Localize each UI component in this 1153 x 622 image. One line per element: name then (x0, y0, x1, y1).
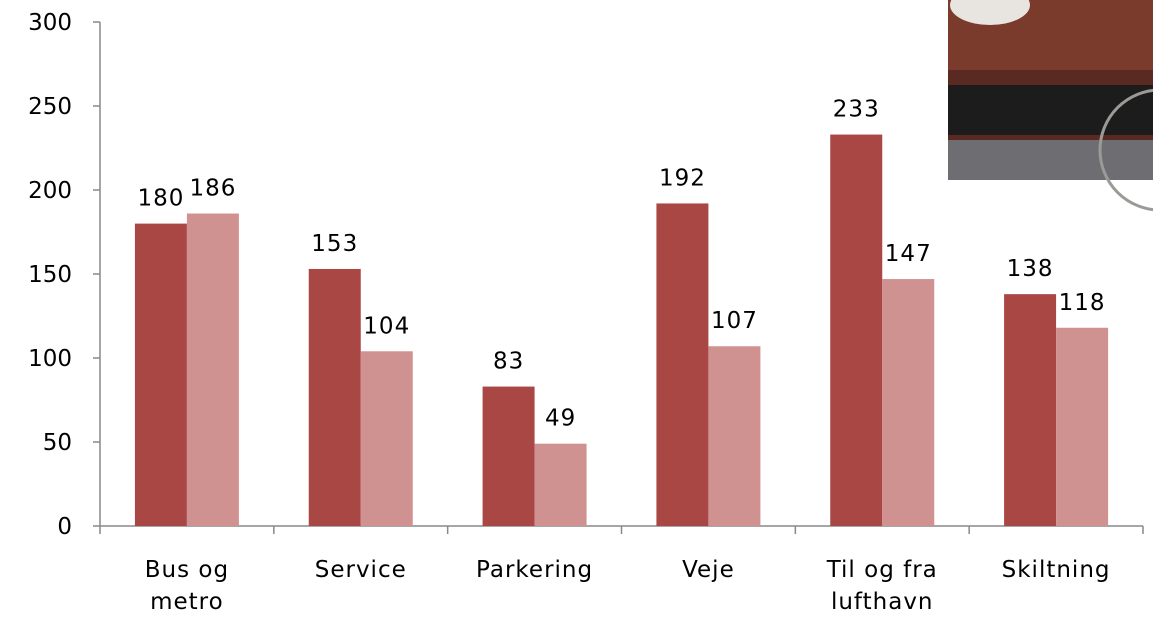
bar (1004, 294, 1056, 526)
data-label: 186 (189, 176, 236, 202)
y-tick-label: 300 (28, 10, 72, 36)
chart: 0 50 100 150 200 250 300 180186 153 104 83 49 192 107… (0, 0, 1153, 622)
bar (309, 269, 361, 526)
data-label: 192 (659, 165, 706, 191)
x-tick-label: Til og fra lufthavn (807, 554, 957, 618)
data-label: 107 (711, 308, 758, 334)
bar (1056, 328, 1108, 526)
y-tick-label: 150 (28, 262, 72, 288)
x-tick-label: Service (286, 554, 436, 586)
data-label: 153 (311, 231, 358, 257)
photo (948, 0, 1153, 210)
bar (483, 387, 535, 526)
bar (656, 203, 708, 526)
y-tick-label: 200 (28, 178, 72, 204)
bar (135, 224, 187, 526)
data-label: 49 (545, 406, 576, 432)
data-label: 180 (137, 186, 184, 212)
bar (882, 279, 934, 526)
bar (187, 214, 239, 526)
y-tick-label: 250 (28, 94, 72, 120)
x-tick-label: Bus og metro (112, 554, 262, 618)
x-tick-label: Parkering (460, 554, 610, 586)
bar (708, 346, 760, 526)
y-tick-label: 0 (57, 514, 72, 540)
data-label: 104 (363, 313, 410, 339)
data-label: 83 (493, 349, 524, 375)
data-label: 138 (1007, 256, 1054, 282)
page: 0 50 100 150 200 250 300 180186 153 104 83 49 192 107… (0, 0, 1153, 622)
data-label: 118 (1059, 290, 1106, 316)
x-tick-label: Skiltning (981, 554, 1131, 586)
bar (830, 135, 882, 526)
data-label: 147 (885, 241, 932, 267)
data-label: 233 (833, 97, 880, 123)
bar (361, 351, 413, 526)
bar (535, 444, 587, 526)
y-tick-label: 50 (43, 430, 72, 456)
y-tick-label: 100 (28, 346, 72, 372)
x-tick-label: Veje (633, 554, 783, 586)
